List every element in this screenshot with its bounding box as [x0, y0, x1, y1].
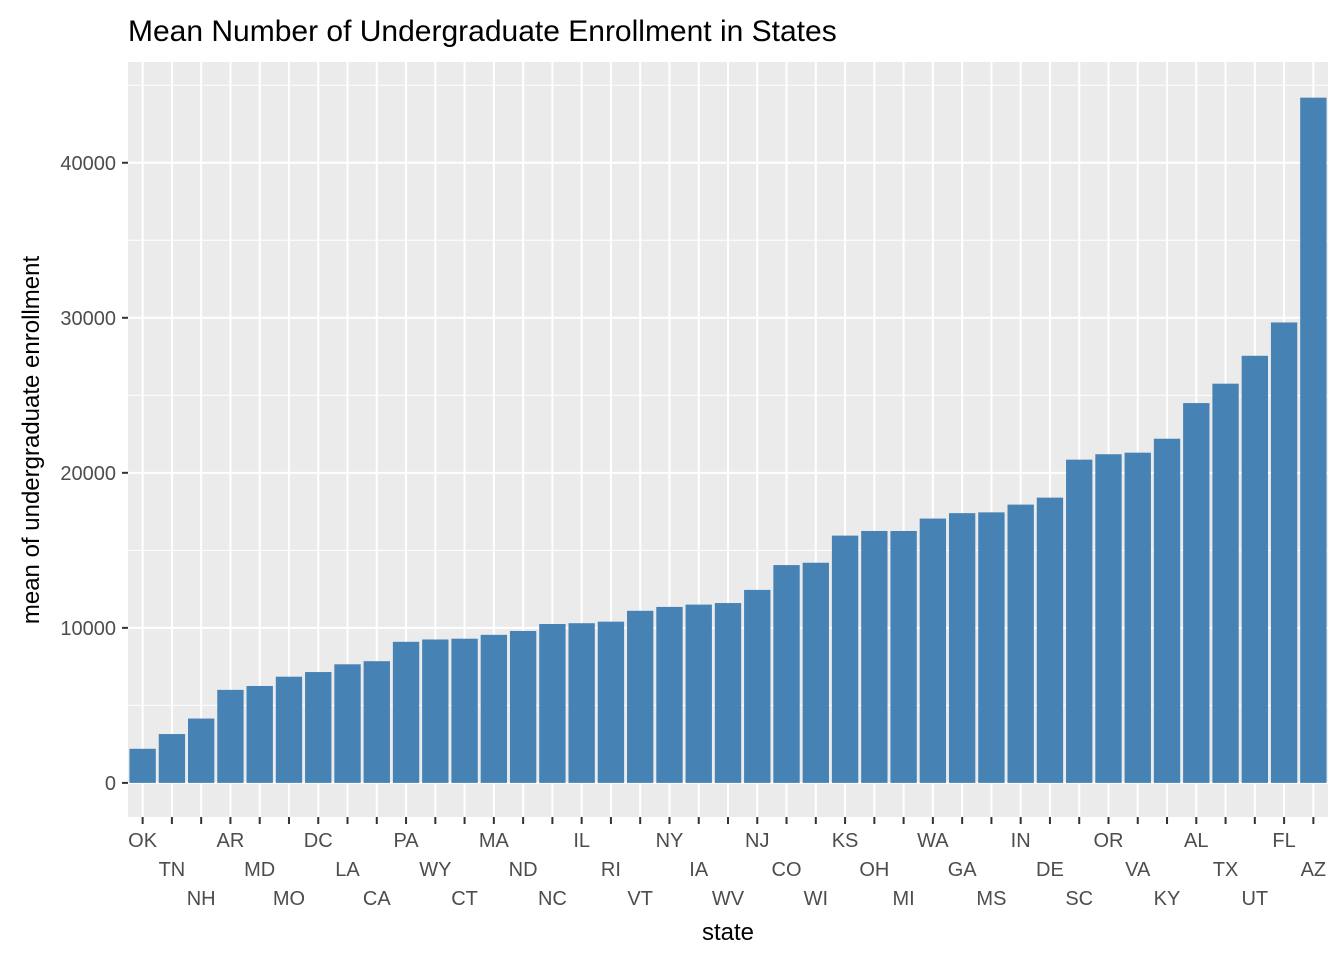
- bar-fl: [1270, 322, 1298, 783]
- x-tick-label: WA: [917, 830, 949, 852]
- bar-mi: [890, 530, 917, 783]
- x-axis-title: state: [702, 919, 754, 946]
- bar-wi: [802, 562, 829, 783]
- bar-pa: [392, 641, 420, 783]
- x-tick-label: DC: [304, 830, 333, 852]
- bar-ia: [685, 604, 712, 783]
- x-tick-label: MA: [479, 830, 510, 852]
- x-tick-label: NH: [187, 888, 216, 910]
- bar-nh: [188, 718, 215, 783]
- x-tick-label: OR: [1093, 830, 1123, 852]
- bar-ks: [831, 535, 859, 783]
- x-tick-label: CO: [772, 859, 802, 881]
- x-tick-label: IA: [689, 859, 709, 881]
- x-tick-label: VT: [627, 888, 653, 910]
- y-axis: 0 10000 20000 30000 40000: [60, 153, 128, 795]
- y-tick-label: 20000: [60, 463, 116, 485]
- x-tick-label: IN: [1011, 830, 1031, 852]
- x-tick-label: RI: [601, 859, 621, 881]
- y-tick-label: 30000: [60, 308, 116, 330]
- x-tick-label: MO: [273, 888, 305, 910]
- x-tick-label: CA: [363, 888, 391, 910]
- chart-title: Mean Number of Undergraduate Enrollment …: [128, 15, 837, 48]
- x-tick-label: WV: [712, 888, 745, 910]
- x-tick-label: WI: [804, 888, 828, 910]
- bar-wa: [919, 518, 947, 783]
- x-tick-label: KY: [1154, 888, 1181, 910]
- x-tick-label: TX: [1213, 859, 1239, 881]
- bar-az: [1300, 97, 1327, 783]
- bar-al: [1183, 403, 1210, 783]
- bar-de: [1036, 497, 1064, 783]
- bar-md: [246, 685, 273, 783]
- bar-ms: [978, 512, 1005, 783]
- y-tick-label: 10000: [60, 618, 116, 640]
- bar-wy: [422, 639, 449, 783]
- bar-ut: [1241, 355, 1268, 783]
- x-tick-label: ND: [509, 859, 538, 881]
- bar-nc: [539, 623, 566, 783]
- x-tick-label: GA: [948, 859, 978, 881]
- x-tick-label: TN: [159, 859, 186, 881]
- bar-ct: [451, 638, 478, 783]
- y-tick-label: 0: [105, 773, 116, 795]
- bar-vt: [627, 610, 654, 783]
- x-tick-label: MS: [976, 888, 1006, 910]
- bar-la: [334, 664, 361, 783]
- x-tick-label: OK: [128, 830, 158, 852]
- x-tick-label: CT: [451, 888, 478, 910]
- x-tick-label: VA: [1125, 859, 1151, 881]
- x-tick-label: AR: [217, 830, 245, 852]
- bar-oh: [861, 530, 888, 783]
- bar-il: [568, 623, 595, 783]
- bar-ri: [597, 621, 625, 783]
- bar-nd: [509, 630, 537, 783]
- bar-ca: [363, 661, 390, 783]
- x-tick-label: KS: [832, 830, 859, 852]
- bar-ok: [129, 748, 156, 783]
- bar-nj: [744, 589, 771, 783]
- bar-tn: [158, 734, 186, 783]
- x-tick-label: PA: [393, 830, 419, 852]
- bar-wv: [714, 603, 742, 783]
- bar-ar: [217, 689, 244, 783]
- bar-ky: [1153, 438, 1181, 783]
- x-tick-label: OH: [859, 859, 889, 881]
- x-tick-label: NJ: [745, 830, 769, 852]
- x-tick-label: LA: [335, 859, 360, 881]
- x-tick-label: MD: [244, 859, 275, 881]
- x-tick-label: DE: [1036, 859, 1064, 881]
- x-tick-label: NY: [656, 830, 684, 852]
- x-tick-label: NC: [538, 888, 567, 910]
- x-tick-label: SC: [1065, 888, 1093, 910]
- bar-in: [1007, 504, 1034, 783]
- x-tick-label: AL: [1184, 830, 1208, 852]
- bar-co: [773, 565, 800, 783]
- bar-dc: [305, 672, 332, 783]
- bar-va: [1124, 452, 1151, 783]
- y-tick-label: 40000: [60, 153, 116, 175]
- bar-mo: [275, 676, 303, 783]
- bar-sc: [1066, 459, 1093, 783]
- bar-tx: [1212, 383, 1239, 783]
- bar-ga: [948, 513, 976, 783]
- y-axis-title: mean of undergraduate enrollment: [18, 256, 45, 625]
- x-tick-label: UT: [1241, 888, 1268, 910]
- bar-or: [1095, 454, 1122, 783]
- x-tick-label: IL: [573, 830, 590, 852]
- x-tick-label: FL: [1272, 830, 1295, 852]
- x-tick-label: WY: [419, 859, 451, 881]
- bars: [129, 97, 1327, 783]
- x-tick-label: MI: [893, 888, 915, 910]
- bar-ny: [656, 606, 683, 783]
- x-tick-label: AZ: [1301, 859, 1327, 881]
- bar-ma: [480, 634, 508, 783]
